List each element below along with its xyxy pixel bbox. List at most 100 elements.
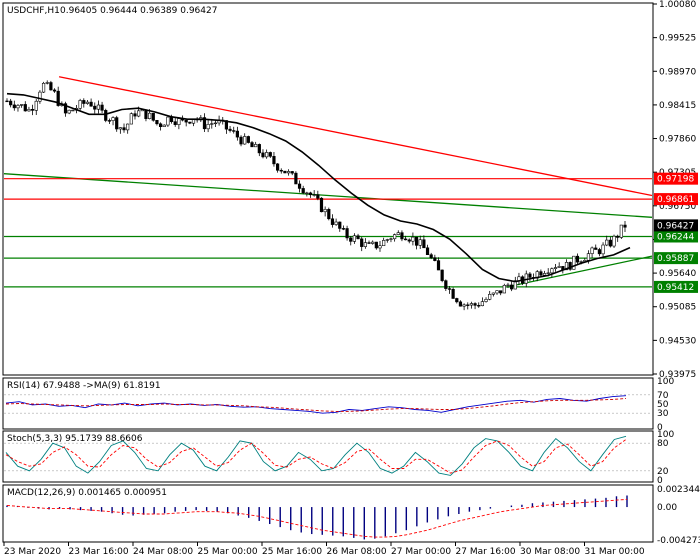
candle-body (111, 117, 115, 121)
candle-body (553, 267, 558, 269)
candle-body (12, 104, 16, 109)
candle-body (279, 169, 283, 172)
candle-body (224, 120, 229, 130)
candle-body (597, 249, 602, 255)
macd-title: MACD(12,26,9) 0.001465 0.000951 (7, 488, 167, 498)
candle-body (63, 103, 68, 114)
level-label: 0.97198 (657, 175, 694, 185)
candle-body (349, 237, 353, 242)
candle-body (52, 89, 57, 92)
candle-body (107, 120, 111, 122)
candle-body (290, 171, 294, 174)
candle-body (305, 192, 309, 194)
stoch-title: Stoch(5,3,3) 95.1739 88.6606 (7, 434, 143, 444)
candle-body (184, 119, 188, 123)
rsi-plot (4, 394, 652, 414)
candle-body (319, 197, 324, 213)
candle-body (371, 241, 375, 244)
candle-body (133, 113, 137, 117)
candle-body (228, 128, 232, 131)
candle-body (510, 284, 514, 290)
candle-body (352, 235, 356, 242)
axes: 1.000800.995250.989700.984150.978600.973… (3, 0, 700, 557)
candle-body (286, 171, 291, 174)
candle-body (129, 113, 133, 125)
candle-body (608, 239, 612, 247)
time-axis-label: 27 Mar 00:00 (391, 547, 451, 557)
level-label: 0.95412 (657, 283, 694, 293)
rsi-line (5, 395, 627, 414)
candle-body (341, 228, 346, 230)
candle-body (265, 152, 269, 158)
candle-body (173, 121, 177, 125)
stoch-plot (4, 435, 652, 476)
price-axis-label: 1.00080 (659, 0, 696, 10)
candle-body (539, 271, 543, 276)
candle-body (9, 100, 13, 106)
candle-body (155, 120, 159, 125)
candle-body (429, 254, 433, 258)
candle-body (283, 170, 287, 174)
candle-body (126, 123, 130, 131)
chart-ohlc: 0.96405 0.96444 0.96389 0.96427 (60, 6, 217, 16)
chart-symbol: USDCHF,H1 (7, 6, 60, 16)
candle-body (235, 130, 239, 138)
candle-body (254, 144, 258, 148)
candle-body (45, 82, 49, 84)
candle-body (71, 109, 75, 112)
time-axis-label: 23 Mar 16:00 (69, 547, 129, 557)
candle-body (96, 104, 101, 110)
price-plot (3, 76, 653, 311)
candle-body (272, 156, 276, 165)
candle-body (118, 127, 122, 130)
candle-body (144, 109, 148, 119)
candle-body (151, 112, 155, 121)
candle-body (389, 238, 393, 240)
candle-body (502, 285, 506, 294)
candle-body (162, 124, 166, 127)
time-axis-label: 24 Mar 08:00 (133, 547, 193, 557)
candle-body (605, 239, 609, 246)
price-axis-label: 0.96750 (659, 202, 696, 212)
time-axis-label: 31 Mar 00:00 (585, 547, 645, 557)
candle-body (422, 239, 426, 249)
candle-body (612, 235, 616, 247)
candle-body (239, 136, 243, 145)
candle-body (488, 293, 492, 300)
candle-body (78, 100, 82, 109)
candle-body (579, 261, 583, 263)
candle-body (345, 228, 349, 239)
candle-body (403, 238, 408, 241)
candle-body (363, 242, 367, 247)
indicator-axis-label: 100 (657, 430, 674, 440)
time-axis-label: 23 Mar 2020 (4, 547, 61, 557)
rsi-ma-line (5, 398, 627, 412)
candle-body (330, 218, 335, 225)
rsi-title: RSI(14) 67.9488 ->MA(9) 61.8191 (7, 381, 161, 391)
candle-body (137, 110, 141, 117)
candle-body (243, 136, 247, 145)
candle-body (473, 303, 477, 306)
candle-body (594, 247, 598, 250)
candle-body (528, 273, 532, 278)
candle-body (166, 116, 170, 126)
candle-body (268, 152, 272, 157)
candle-body (210, 123, 214, 125)
candle-body (20, 104, 24, 106)
candle-body (202, 117, 207, 130)
candle-body (590, 247, 594, 254)
price-axis-label: 0.99525 (659, 34, 696, 44)
candle-body (334, 221, 338, 225)
candle-body (393, 234, 397, 240)
candle-body (30, 108, 35, 111)
candle-body (374, 241, 378, 249)
candle-body (572, 255, 576, 270)
candle-body (557, 266, 561, 268)
candle-body (367, 242, 371, 244)
stoch-panel-frame (2, 430, 654, 483)
candle-body (411, 236, 415, 242)
candle-body (382, 240, 386, 247)
candle-body (499, 290, 503, 294)
candle-body (308, 192, 313, 196)
candle-body (564, 262, 569, 271)
